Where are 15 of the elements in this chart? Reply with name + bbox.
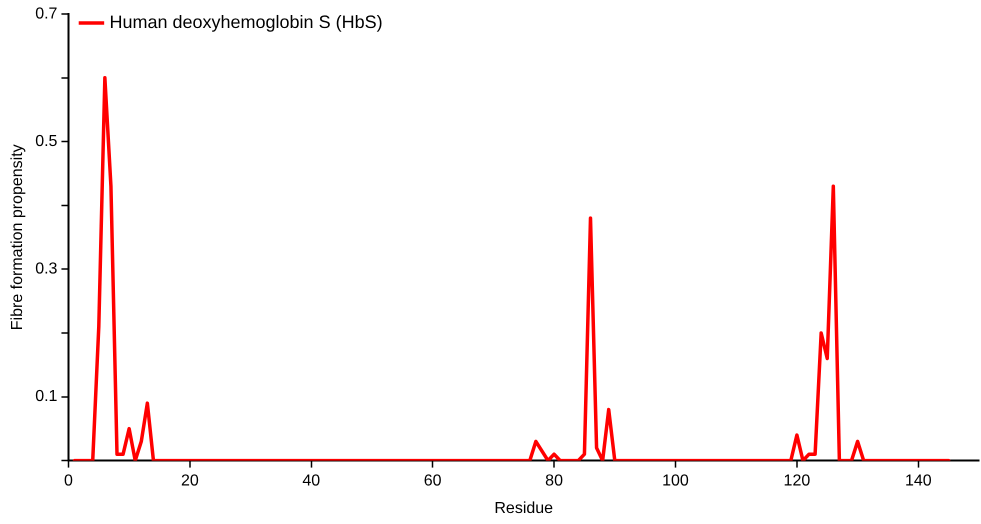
x-tick-label: 40	[302, 472, 320, 490]
x-tick-label: 0	[64, 472, 73, 490]
y-tick-label: 0.3	[35, 260, 58, 278]
x-tick-label: 100	[662, 472, 689, 490]
x-tick-label: 120	[784, 472, 810, 490]
y-axis-title: Fibre formation propensity	[9, 144, 26, 330]
x-tick-label: 140	[904, 472, 932, 490]
x-tick-label: 20	[180, 472, 199, 490]
y-tick-label: 0.5	[35, 133, 58, 150]
x-tick-label: 80	[545, 472, 564, 490]
legend-label: Human deoxyhemoglobin S (HbS)	[109, 12, 383, 32]
y-tick-label: 0.7	[35, 5, 58, 22]
x-axis-title: Residue	[494, 500, 554, 517]
x-tick-label: 60	[424, 472, 442, 490]
y-tick-label: 0.1	[35, 388, 58, 406]
